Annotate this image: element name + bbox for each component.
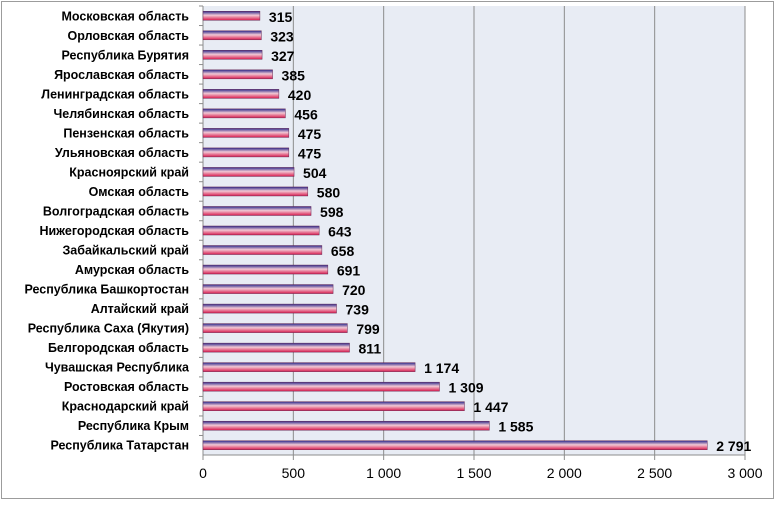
data-label: 580 (317, 184, 341, 200)
data-label: 598 (320, 204, 344, 220)
data-label: 1 585 (498, 419, 533, 435)
bar (202, 264, 329, 275)
bar (202, 30, 262, 41)
category-label: Омская область (89, 185, 190, 199)
bar (202, 420, 490, 431)
data-label: 811 (359, 341, 382, 357)
data-label: 475 (298, 126, 322, 142)
bar (202, 440, 708, 450)
category-label: Республика Башкортостан (24, 283, 189, 297)
category-label: Челябинская область (53, 107, 189, 121)
x-tick-label: 2 000 (547, 465, 582, 481)
category-label: Амурская область (75, 263, 189, 277)
bar (202, 147, 290, 158)
bar (202, 50, 263, 60)
data-label: 315 (269, 9, 293, 25)
data-label: 658 (331, 243, 355, 259)
data-label: 456 (294, 106, 318, 122)
bar (202, 303, 337, 314)
bar (202, 89, 280, 99)
bar (202, 342, 350, 353)
bar (202, 381, 440, 392)
data-label: 385 (282, 67, 306, 83)
category-label: Забайкальский край (62, 244, 189, 258)
bar (202, 284, 334, 294)
category-label: Московская область (61, 9, 189, 23)
data-label: 799 (356, 321, 380, 337)
category-label: Ленинградская область (41, 87, 189, 101)
bar (202, 167, 295, 177)
bar (202, 225, 320, 236)
bar (202, 69, 273, 80)
category-label: Республика Саха (Якутия) (28, 322, 189, 336)
bar (202, 245, 323, 255)
bar (202, 11, 261, 21)
category-label: Волгоградская область (43, 204, 189, 218)
bar (202, 401, 465, 411)
bar (202, 186, 309, 197)
bar (202, 323, 348, 333)
category-label: Белгородская область (48, 341, 189, 355)
data-label: 420 (288, 87, 312, 103)
category-label: Алтайский край (91, 302, 189, 316)
category-label: Ярославская область (54, 68, 189, 82)
category-label: Краснодарский край (62, 400, 189, 414)
data-label: 504 (303, 165, 327, 181)
category-label: Красноярский край (69, 165, 189, 179)
bar (202, 206, 312, 216)
category-label: Пензенская область (63, 126, 189, 140)
x-tick-label: 1 500 (456, 465, 491, 481)
category-label: Орловская область (68, 29, 190, 43)
data-label: 327 (271, 48, 295, 64)
bar (202, 128, 290, 138)
x-tick-label: 3 000 (727, 465, 762, 481)
data-label: 475 (298, 145, 322, 161)
x-tick-label: 500 (282, 465, 306, 481)
category-label: Ульяновская область (55, 146, 189, 160)
data-label: 323 (270, 28, 294, 44)
x-tick-label: 1 000 (366, 465, 401, 481)
data-label: 643 (328, 224, 352, 240)
category-label: Республика Крым (78, 419, 189, 433)
x-tick-label: 0 (199, 465, 207, 481)
category-label: Чувашская Республика (45, 361, 190, 375)
data-label: 739 (346, 302, 370, 318)
data-label: 720 (342, 282, 366, 298)
bar (202, 362, 416, 372)
category-label: Республика Бурятия (62, 48, 189, 62)
data-label: 691 (337, 263, 361, 279)
data-label: 1 174 (424, 360, 459, 376)
category-label: Республика Татарстан (50, 439, 189, 453)
data-label: 1 447 (473, 399, 508, 415)
data-label: 1 309 (448, 380, 483, 396)
data-label: 2 791 (716, 438, 751, 454)
bar (202, 108, 286, 119)
category-label: Нижегородская область (39, 224, 189, 238)
category-label: Ростовская область (64, 380, 189, 394)
x-tick-label: 2 500 (637, 465, 672, 481)
